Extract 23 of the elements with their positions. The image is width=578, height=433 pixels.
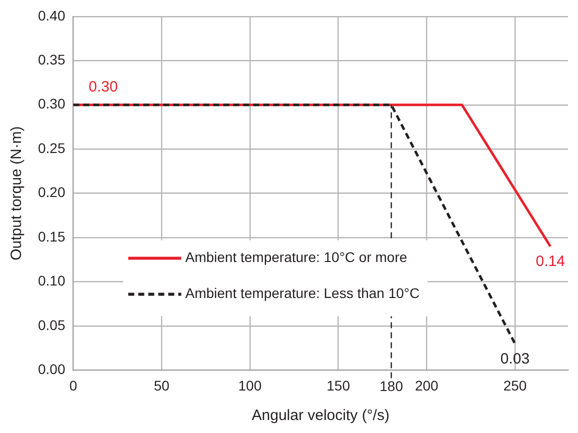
x-tick-label: 50 (154, 377, 170, 394)
x-tick-label: 0 (69, 377, 78, 394)
y-tick-label: 0.35 (38, 51, 66, 68)
x-tick-label: 100 (238, 377, 262, 394)
annotation: 0.30 (88, 78, 118, 96)
y-axis-title: Output torque (N·m) (8, 126, 26, 260)
y-tick-label: 0.00 (38, 361, 66, 378)
y-tick-label: 0.05 (38, 316, 66, 333)
y-tick-label: 0.40 (38, 7, 66, 24)
y-tick-label: 0.10 (38, 272, 66, 289)
y-tick-label: 0.30 (38, 96, 66, 112)
x-tick-label: 150 (326, 377, 350, 394)
annotation: 0.14 (536, 253, 565, 270)
x-axis-title: Angular velocity (°/s) (252, 407, 390, 424)
ref-line-label: 180 (380, 378, 404, 394)
y-tick-label: 0.20 (38, 184, 66, 200)
annotation: 0.03 (500, 350, 530, 368)
legend-label: Ambient temperature: Less than 10°C (185, 285, 420, 302)
legend-label: Ambient temperature: 10°C or more (185, 249, 408, 266)
y-tick-label: 0.15 (38, 228, 66, 244)
y-tick-label: 0.25 (38, 140, 66, 156)
x-tick-label: 250 (503, 377, 527, 394)
x-tick-label: 200 (414, 377, 439, 394)
